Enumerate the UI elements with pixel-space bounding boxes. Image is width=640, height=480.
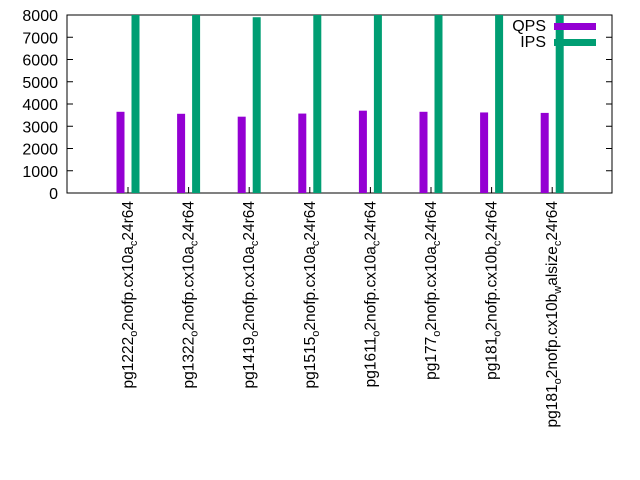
bar-ips-5	[434, 15, 443, 193]
bar-qps-2	[237, 116, 246, 193]
bar-qps-3	[298, 113, 307, 193]
x-tick-label: pg177o2nofp.cx10ac24r64	[423, 201, 443, 380]
legend-swatch-qps	[554, 23, 596, 30]
bars-group	[116, 15, 564, 193]
y-tick-label: 5000	[22, 75, 58, 92]
y-tick-label: 3000	[22, 119, 58, 136]
bar-ips-0	[131, 15, 140, 193]
x-tick-label: pg181o2nofp.cx10bwalsizec24r64	[544, 201, 564, 428]
y-axis: 0 1000 2000 3000 4000 5000 6000 7000 8000	[22, 8, 612, 203]
legend-label-qps: QPS	[512, 18, 546, 35]
bar-qps-4	[358, 110, 367, 193]
bar-qps-5	[419, 111, 428, 193]
x-tick-label: pg1515o2nofp.cx10ac24r64	[302, 201, 322, 389]
bar-qps-0	[116, 111, 125, 193]
y-tick-label: 4000	[22, 97, 58, 114]
bar-ips-6	[495, 15, 504, 193]
x-axis: pg1222o2nofp.cx10ac24r64 pg1322o2nofp.cx1…	[120, 187, 564, 427]
y-tick-label: 1000	[22, 164, 58, 181]
y-tick-label: 8000	[22, 8, 58, 25]
x-tick-label: pg1322o2nofp.cx10ac24r64	[181, 201, 201, 389]
bar-ips-7	[555, 15, 564, 193]
y-tick-label: 7000	[22, 30, 58, 47]
legend-label-ips: IPS	[520, 34, 546, 51]
x-tick-label: pg1222o2nofp.cx10ac24r64	[120, 201, 140, 389]
legend-swatch-ips	[554, 39, 596, 46]
legend: QPS IPS	[512, 18, 596, 51]
bar-qps-7	[540, 112, 549, 193]
bar-ips-4	[373, 15, 382, 193]
y-tick-label: 6000	[22, 53, 58, 70]
x-tick-label: pg1419o2nofp.cx10ac24r64	[241, 201, 261, 389]
y-tick-label: 0	[49, 186, 58, 203]
y-tick-label: 2000	[22, 142, 58, 159]
bar-ips-1	[192, 15, 201, 193]
bar-ips-3	[313, 15, 322, 193]
x-tick-label: pg181o2nofp.cx10bc24r64	[484, 201, 504, 380]
bar-ips-2	[252, 17, 261, 193]
x-tick-label: pg1611o2nofp.cx10ac24r64	[362, 201, 382, 388]
bar-qps-1	[177, 113, 186, 193]
bar-qps-6	[480, 112, 489, 193]
